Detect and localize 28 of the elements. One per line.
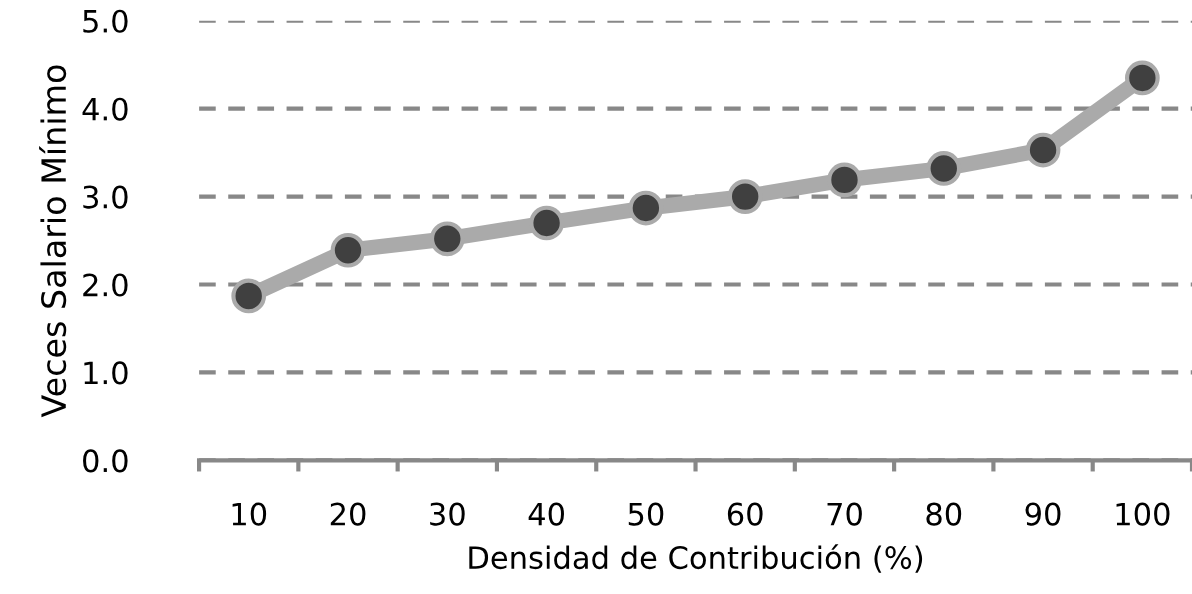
x-tick-label: 30 (430, 502, 465, 526)
point (429, 221, 465, 257)
x-axis-title: Densidad de Contribución (%) (469, 544, 923, 573)
x-tick-label: 60 (727, 502, 763, 526)
point (1025, 132, 1061, 168)
y-axis-title: Veces Salario Mínimo (39, 65, 67, 418)
x-tick-label: 50 (628, 502, 664, 526)
point (330, 232, 366, 268)
point (727, 179, 763, 214)
y-tick-label: 1.0 (84, 361, 128, 385)
y-tick-label: 5.0 (83, 9, 128, 33)
point (827, 162, 862, 198)
x-tick-label: 10 (232, 502, 267, 526)
x-tick-label: 80 (926, 502, 962, 526)
x-tick-label: 40 (528, 502, 564, 526)
y-tick-label: 2.0 (83, 273, 128, 297)
point (1124, 60, 1160, 96)
y-tick-label: 4.0 (82, 97, 128, 121)
x-tick-label: 20 (330, 502, 366, 526)
y-tick-label: 0.0 (83, 449, 128, 473)
point (529, 205, 564, 241)
x-tick-label: 100 (1116, 502, 1170, 526)
point (628, 190, 664, 226)
x-tick-label: 90 (1025, 502, 1061, 526)
y-tick-label: 3.0 (83, 185, 128, 209)
x-tick-label: 70 (827, 502, 862, 526)
point (231, 278, 267, 314)
point (926, 151, 962, 186)
